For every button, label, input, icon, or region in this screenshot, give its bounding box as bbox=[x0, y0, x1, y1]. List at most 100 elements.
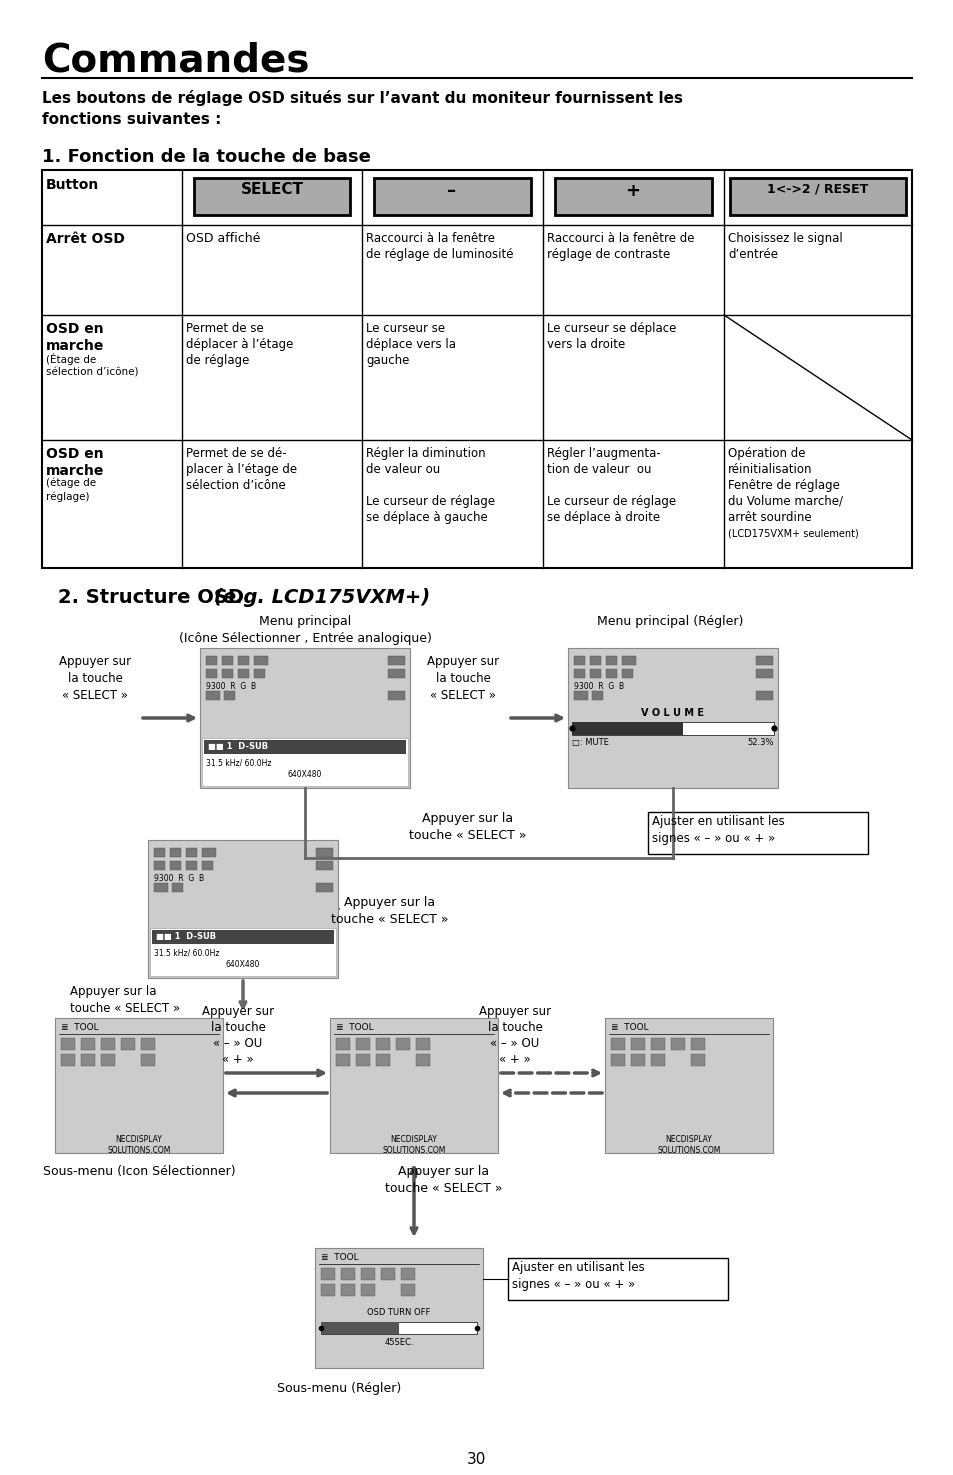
Bar bbox=[630, 1038, 644, 1050]
Bar bbox=[647, 813, 867, 854]
Bar bbox=[202, 861, 213, 870]
Text: 31.5 kHz/ 60.0Hz: 31.5 kHz/ 60.0Hz bbox=[153, 948, 219, 957]
Bar bbox=[592, 690, 602, 701]
Bar bbox=[253, 670, 265, 678]
Bar bbox=[153, 861, 165, 870]
Bar bbox=[253, 656, 268, 665]
Bar bbox=[555, 178, 711, 215]
Bar bbox=[374, 178, 531, 215]
Text: Les boutons de réglage OSD situés sur l’avant du moniteur fournissent les
foncti: Les boutons de réglage OSD situés sur l’… bbox=[42, 90, 682, 127]
Text: Raccourci à la fenêtre de
réglage de contraste: Raccourci à la fenêtre de réglage de con… bbox=[546, 232, 694, 261]
Bar bbox=[755, 670, 772, 678]
Text: 31.5 kHz/ 60.0Hz: 31.5 kHz/ 60.0Hz bbox=[206, 758, 272, 767]
Bar bbox=[621, 656, 636, 665]
Bar bbox=[121, 1038, 135, 1050]
Bar bbox=[589, 656, 600, 665]
Bar bbox=[567, 648, 778, 788]
Text: V O L U M E: V O L U M E bbox=[640, 708, 703, 718]
Bar bbox=[55, 1018, 223, 1153]
Bar bbox=[360, 1285, 375, 1297]
Bar bbox=[152, 931, 334, 944]
Text: Ajuster en utilisant les
signes « – » ou « + »: Ajuster en utilisant les signes « – » ou… bbox=[512, 1261, 644, 1291]
Text: OSD affiché: OSD affiché bbox=[186, 232, 260, 245]
Bar bbox=[141, 1055, 154, 1066]
Text: +: + bbox=[625, 181, 639, 201]
Text: 640X480: 640X480 bbox=[226, 960, 260, 969]
Text: (Étage de
sélection d’icône): (Étage de sélection d’icône) bbox=[46, 353, 138, 378]
Text: Appuyer sur
la touche
« – » OU
« + »: Appuyer sur la touche « – » OU « + » bbox=[478, 1004, 551, 1066]
Text: 1<->2 / RESET: 1<->2 / RESET bbox=[766, 181, 868, 195]
Text: Régler la diminution
de valeur ou

Le curseur de réglage
se déplace à gauche: Régler la diminution de valeur ou Le cur… bbox=[366, 447, 495, 524]
Bar bbox=[320, 1322, 476, 1333]
Bar bbox=[150, 928, 335, 976]
Text: Appuyer sur
la touche
« SELECT »: Appuyer sur la touche « SELECT » bbox=[59, 655, 131, 702]
Text: Sous-menu (Régler): Sous-menu (Régler) bbox=[276, 1382, 400, 1395]
Bar bbox=[81, 1038, 95, 1050]
Bar bbox=[206, 690, 220, 701]
Text: Button: Button bbox=[46, 178, 99, 192]
Bar bbox=[335, 1055, 350, 1066]
Bar bbox=[204, 740, 406, 754]
Text: 640X480: 640X480 bbox=[288, 770, 322, 779]
Bar bbox=[690, 1055, 704, 1066]
Bar bbox=[670, 1038, 684, 1050]
Bar bbox=[755, 690, 772, 701]
Text: Menu principal
(Icône Sélectionner , Entrée analogique): Menu principal (Icône Sélectionner , Ent… bbox=[178, 615, 431, 645]
Bar bbox=[206, 670, 216, 678]
Bar bbox=[172, 884, 183, 892]
Bar bbox=[388, 690, 405, 701]
Text: Menu principal (Régler): Menu principal (Régler) bbox=[597, 615, 742, 628]
Text: (LCD175VXM+ seulement): (LCD175VXM+ seulement) bbox=[727, 528, 858, 538]
Text: NECDISPLAY
SOLUTIONS.COM: NECDISPLAY SOLUTIONS.COM bbox=[382, 1134, 445, 1155]
Bar bbox=[572, 721, 682, 735]
Text: Sous-menu (Icon Sélectionner): Sous-menu (Icon Sélectionner) bbox=[43, 1165, 235, 1179]
Text: Raccourci à la fenêtre
de réglage de luminosité: Raccourci à la fenêtre de réglage de lum… bbox=[366, 232, 513, 261]
Text: Appuyer sur
la touche
« – » OU
« + »: Appuyer sur la touche « – » OU « + » bbox=[202, 1004, 274, 1066]
Text: Appuyer sur la
touche « SELECT »: Appuyer sur la touche « SELECT » bbox=[331, 895, 448, 926]
Bar bbox=[315, 848, 333, 857]
Text: Appuyer sur
la touche
« SELECT »: Appuyer sur la touche « SELECT » bbox=[427, 655, 498, 702]
Bar bbox=[340, 1285, 355, 1297]
Bar bbox=[222, 670, 233, 678]
Bar bbox=[416, 1038, 430, 1050]
Text: (étage de
réglage): (étage de réglage) bbox=[46, 478, 96, 502]
Text: ≣  TOOL: ≣ TOOL bbox=[320, 1252, 358, 1263]
Bar bbox=[755, 656, 772, 665]
Text: Ajuster en utilisant les
signes « – » ou « + »: Ajuster en utilisant les signes « – » ou… bbox=[651, 816, 784, 845]
Bar bbox=[416, 1055, 430, 1066]
Bar bbox=[222, 656, 233, 665]
Bar bbox=[340, 1268, 355, 1280]
Bar bbox=[690, 1038, 704, 1050]
Bar bbox=[315, 861, 333, 870]
Bar bbox=[574, 670, 584, 678]
Text: Permet de se dé-
placer à l’étage de
sélection d’icône: Permet de se dé- placer à l’étage de sél… bbox=[186, 447, 296, 493]
Bar bbox=[315, 884, 333, 892]
Text: 45SEC.: 45SEC. bbox=[384, 1338, 414, 1347]
Bar bbox=[101, 1038, 115, 1050]
Text: Appuyer sur la
touche « SELECT »: Appuyer sur la touche « SELECT » bbox=[385, 1165, 502, 1195]
Text: 9300  R  G  B: 9300 R G B bbox=[574, 681, 623, 690]
Bar bbox=[604, 1018, 772, 1153]
Bar bbox=[224, 690, 234, 701]
Bar bbox=[355, 1038, 370, 1050]
Bar bbox=[360, 1268, 375, 1280]
Bar bbox=[574, 656, 584, 665]
Bar bbox=[42, 170, 911, 568]
Bar bbox=[320, 1285, 335, 1297]
Bar bbox=[81, 1055, 95, 1066]
Text: 9300  R  G  B: 9300 R G B bbox=[206, 681, 255, 690]
Bar bbox=[574, 690, 587, 701]
Text: SELECT: SELECT bbox=[240, 181, 303, 198]
Bar bbox=[206, 656, 216, 665]
Bar bbox=[630, 1055, 644, 1066]
Bar bbox=[388, 670, 405, 678]
Text: NECDISPLAY
SOLUTIONS.COM: NECDISPLAY SOLUTIONS.COM bbox=[657, 1134, 720, 1155]
Text: OSD en
marche: OSD en marche bbox=[46, 322, 104, 354]
Bar bbox=[507, 1258, 727, 1299]
Text: ■■ 1  D-SUB: ■■ 1 D-SUB bbox=[208, 742, 268, 751]
Bar bbox=[650, 1038, 664, 1050]
Bar bbox=[153, 884, 168, 892]
Bar bbox=[388, 656, 405, 665]
Bar bbox=[61, 1038, 75, 1050]
Bar bbox=[650, 1055, 664, 1066]
